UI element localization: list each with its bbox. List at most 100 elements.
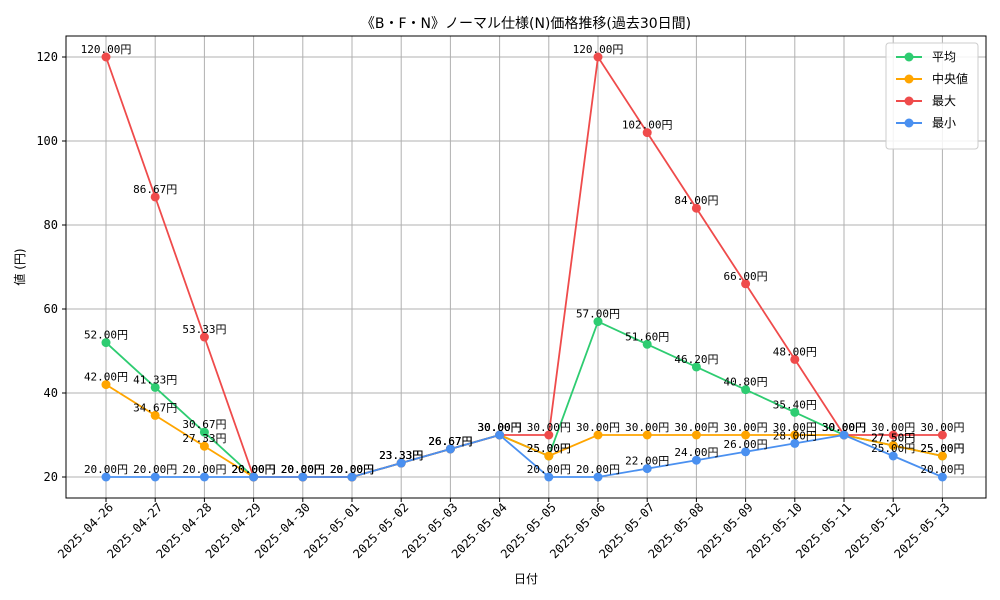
data-point — [642, 430, 652, 440]
data-point — [937, 430, 947, 440]
data-label: 26.67円 — [428, 435, 472, 448]
data-point — [741, 430, 751, 440]
data-point — [642, 128, 652, 138]
data-label: 20.00円 — [84, 463, 128, 476]
data-label: 23.33円 — [379, 449, 423, 462]
data-point — [150, 382, 160, 392]
data-label: 20.00円 — [920, 463, 964, 476]
data-point — [593, 472, 603, 482]
data-point — [199, 427, 209, 437]
data-point — [298, 472, 308, 482]
data-label: 57.00円 — [576, 308, 620, 321]
data-label: 120.00円 — [573, 43, 624, 56]
series-line-3 — [106, 434, 943, 478]
data-point — [150, 472, 160, 482]
legend-marker — [904, 96, 914, 106]
data-label: 30.67円 — [182, 418, 226, 431]
data-point — [790, 354, 800, 364]
data-point — [888, 441, 898, 450]
y-tick-label: 120 — [36, 50, 58, 64]
y-tick-label: 60 — [44, 302, 58, 316]
data-point — [839, 430, 849, 440]
data-label: 20.00円 — [330, 463, 374, 476]
data-label: 84.00円 — [674, 194, 718, 207]
data-point — [347, 472, 357, 482]
legend-marker — [904, 74, 914, 84]
data-label: 30.00円 — [478, 421, 522, 434]
data-label: 30.00円 — [478, 421, 522, 434]
data-label: 46.20円 — [674, 353, 718, 366]
data-label: 30.00円 — [773, 421, 817, 434]
data-label: 20.00円 — [232, 463, 276, 476]
data-point — [593, 52, 603, 62]
data-label: 52.00円 — [84, 329, 128, 342]
data-label: 86.67円 — [133, 183, 177, 196]
data-label: 23.33円 — [379, 449, 423, 462]
data-labels-layer: 52.00円 41.33円 30.67円 20.00円 20.00円 20.00円 23.3… — [81, 43, 965, 476]
data-label: 26.00円 — [724, 438, 768, 451]
axes-layer: 204060801001202025-04-262025-04-272025-0… — [36, 50, 952, 561]
data-point — [150, 192, 160, 202]
data-label: 30.00円 — [527, 421, 571, 434]
data-point — [691, 362, 701, 372]
data-label: 20.00円 — [232, 463, 276, 476]
data-point — [249, 472, 259, 482]
data-point — [790, 407, 800, 417]
x-axis-label: 日付 — [514, 572, 538, 586]
data-label: 30.00円 — [920, 421, 964, 434]
legend-marker — [904, 52, 914, 62]
data-label: 30.00円 — [478, 421, 522, 434]
data-label: 26.67円 — [428, 435, 472, 448]
data-label: 35.40円 — [773, 398, 817, 411]
data-point — [691, 430, 701, 440]
legend-label: 最大 — [932, 94, 956, 108]
data-point — [741, 279, 751, 289]
y-tick-label: 20 — [44, 470, 58, 484]
data-label: 30.00円 — [822, 421, 866, 434]
data-label: 27.50円 — [871, 432, 915, 445]
data-label: 30.00円 — [674, 421, 718, 434]
series-line-2 — [105, 54, 943, 478]
data-label: 20.00円 — [330, 463, 374, 476]
data-point — [691, 455, 701, 465]
y-tick-label: 80 — [44, 218, 58, 232]
data-label: 26.67円 — [428, 435, 472, 448]
data-point — [150, 410, 160, 420]
data-label: 20.00円 — [281, 463, 325, 476]
data-point — [790, 430, 800, 440]
data-point — [396, 458, 406, 468]
data-point — [888, 430, 898, 440]
legend-label: 平均 — [932, 50, 956, 64]
data-label: 20.00円 — [232, 463, 276, 476]
data-point — [937, 472, 947, 482]
data-label: 40.80円 — [724, 376, 768, 389]
data-point — [101, 52, 111, 62]
data-label: 20.00円 — [133, 463, 177, 476]
data-label: 120.00円 — [81, 43, 132, 56]
data-label: 41.33円 — [133, 373, 177, 386]
data-point — [544, 472, 554, 482]
data-point — [445, 444, 455, 454]
data-label: 20.00円 — [281, 463, 325, 476]
data-point — [495, 430, 505, 440]
data-point — [593, 317, 603, 327]
chart-title: 《B・F・N》ノーマル仕様(N)価格推移(過去30日間) — [361, 16, 691, 32]
data-point — [741, 385, 751, 395]
data-label: 30.00円 — [625, 421, 669, 434]
data-label: 20.00円 — [527, 463, 571, 476]
legend-marker — [904, 118, 914, 128]
data-point — [101, 472, 111, 482]
data-label: 20.00円 — [576, 463, 620, 476]
data-label: 20.00円 — [232, 463, 276, 476]
plot-frame — [65, 35, 987, 499]
data-point — [691, 203, 701, 213]
data-label: 34.67円 — [133, 401, 177, 414]
data-point — [642, 464, 652, 474]
data-label: 23.33円 — [379, 449, 423, 462]
data-label: 20.00円 — [281, 463, 325, 476]
legend-label: 最小 — [932, 116, 956, 130]
data-label: 25.00円 — [920, 442, 964, 455]
data-label: 30.00円 — [822, 421, 866, 434]
data-label: 27.33円 — [182, 432, 226, 445]
